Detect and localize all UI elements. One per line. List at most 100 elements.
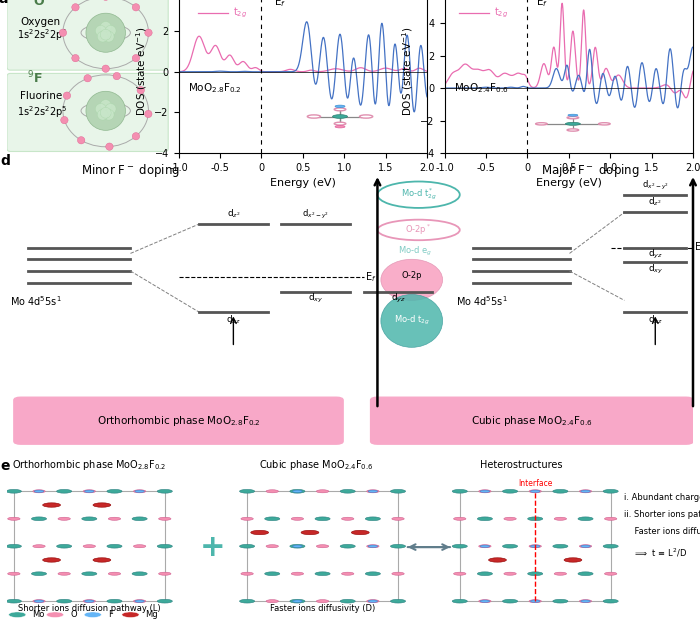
Ellipse shape [368, 545, 378, 547]
Text: Orthorhombic phase MoO$_{2.8}$F$_{0.2}$: Orthorhombic phase MoO$_{2.8}$F$_{0.2}$ [97, 413, 260, 427]
Text: e$_g$: e$_g$ [494, 0, 506, 3]
Ellipse shape [78, 137, 85, 144]
Ellipse shape [251, 530, 269, 535]
Y-axis label: DOS (state eV$^{-1}$): DOS (state eV$^{-1}$) [134, 27, 149, 117]
Ellipse shape [598, 122, 610, 125]
Ellipse shape [392, 517, 404, 520]
Ellipse shape [605, 517, 617, 520]
Ellipse shape [603, 599, 618, 603]
FancyBboxPatch shape [14, 397, 343, 444]
Ellipse shape [57, 599, 71, 603]
Ellipse shape [480, 600, 490, 602]
Ellipse shape [581, 600, 590, 602]
Ellipse shape [291, 572, 304, 575]
Ellipse shape [365, 572, 380, 575]
Text: Cubic phase MoO$_{2.4}$F$_{0.6}$: Cubic phase MoO$_{2.4}$F$_{0.6}$ [258, 457, 373, 471]
Text: t$_{2g}$: t$_{2g}$ [233, 6, 248, 20]
Ellipse shape [84, 75, 91, 82]
Ellipse shape [480, 490, 490, 493]
Ellipse shape [581, 490, 590, 493]
Ellipse shape [33, 600, 46, 603]
Text: i. Abundant charges transfer: i. Abundant charges transfer [624, 493, 700, 502]
FancyBboxPatch shape [7, 73, 168, 151]
Ellipse shape [122, 612, 139, 618]
Ellipse shape [580, 600, 592, 603]
Ellipse shape [452, 599, 468, 603]
Ellipse shape [82, 572, 97, 575]
Ellipse shape [603, 489, 618, 493]
Ellipse shape [504, 572, 516, 575]
Ellipse shape [528, 572, 542, 575]
Text: O: O [70, 610, 77, 619]
Text: Minor F$^-$ doping: Minor F$^-$ doping [81, 162, 180, 179]
Ellipse shape [365, 517, 380, 521]
Ellipse shape [334, 108, 346, 111]
Ellipse shape [265, 572, 280, 575]
Ellipse shape [105, 103, 116, 114]
Ellipse shape [479, 490, 491, 493]
Ellipse shape [489, 558, 506, 562]
Ellipse shape [392, 572, 404, 575]
Ellipse shape [82, 517, 97, 521]
Ellipse shape [307, 115, 321, 118]
Ellipse shape [265, 517, 280, 521]
Ellipse shape [239, 599, 255, 603]
Ellipse shape [72, 4, 79, 11]
Ellipse shape [107, 489, 122, 493]
Ellipse shape [553, 544, 568, 548]
Ellipse shape [100, 100, 111, 110]
Bar [14, 491, 164, 601]
Text: Faster ions diffusivity (D): Faster ions diffusivity (D) [270, 604, 375, 613]
Ellipse shape [479, 545, 491, 548]
Ellipse shape [454, 517, 466, 520]
Text: d$_{z^2}$: d$_{z^2}$ [227, 208, 240, 220]
Text: Fluorine: Fluorine [20, 91, 62, 101]
Ellipse shape [58, 517, 70, 520]
Ellipse shape [113, 73, 120, 80]
Text: ⟹  t ≡ L$^2$/D: ⟹ t ≡ L$^2$/D [624, 547, 687, 560]
Ellipse shape [8, 517, 20, 520]
Ellipse shape [107, 544, 122, 548]
Text: Major F$^-$ doping: Major F$^-$ doping [541, 162, 639, 179]
Text: E$_f$: E$_f$ [694, 241, 700, 255]
Ellipse shape [132, 54, 139, 62]
Ellipse shape [581, 545, 590, 547]
X-axis label: Energy (eV): Energy (eV) [270, 179, 336, 188]
Ellipse shape [86, 13, 125, 52]
Ellipse shape [266, 545, 279, 548]
Ellipse shape [529, 545, 541, 548]
Ellipse shape [504, 517, 516, 520]
Ellipse shape [580, 545, 592, 548]
Ellipse shape [106, 143, 113, 151]
Ellipse shape [6, 599, 22, 603]
Ellipse shape [335, 126, 345, 128]
Text: d$_{xy}$: d$_{xy}$ [648, 263, 663, 276]
Text: Oxygen: Oxygen [20, 17, 60, 27]
Ellipse shape [83, 490, 95, 493]
Ellipse shape [135, 490, 144, 493]
Ellipse shape [107, 599, 122, 603]
Ellipse shape [566, 122, 580, 125]
Ellipse shape [290, 544, 305, 548]
Ellipse shape [578, 572, 593, 575]
Bar [247, 491, 398, 601]
Ellipse shape [100, 107, 111, 118]
Text: E$_f$: E$_f$ [274, 0, 286, 9]
FancyBboxPatch shape [7, 0, 168, 70]
Ellipse shape [134, 490, 146, 493]
FancyBboxPatch shape [370, 397, 693, 444]
Ellipse shape [291, 517, 304, 520]
Ellipse shape [290, 489, 305, 493]
Ellipse shape [580, 490, 592, 493]
Ellipse shape [554, 572, 566, 575]
Text: Mg: Mg [146, 610, 158, 619]
Ellipse shape [316, 545, 329, 548]
Ellipse shape [34, 490, 44, 493]
Ellipse shape [93, 503, 111, 507]
Ellipse shape [368, 490, 378, 493]
Ellipse shape [97, 31, 108, 42]
Ellipse shape [293, 600, 302, 602]
Text: 1s$^2$2s$^2$2p$^5$: 1s$^2$2s$^2$2p$^5$ [17, 104, 67, 120]
Ellipse shape [477, 572, 493, 575]
Ellipse shape [367, 545, 379, 548]
